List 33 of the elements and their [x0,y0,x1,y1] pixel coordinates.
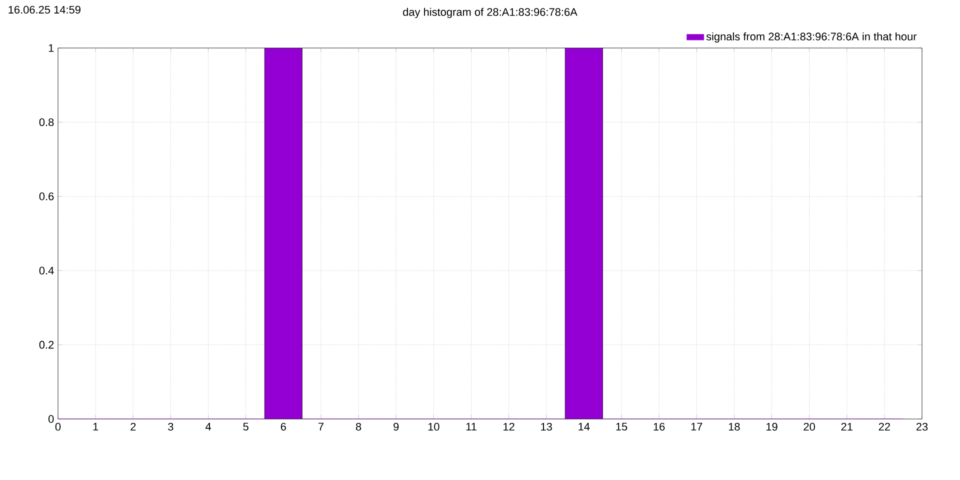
x-tick-label: 22 [878,422,890,431]
x-tick-label: 3 [168,422,174,431]
text: 16.06.25 14:59 [8,6,80,14]
x-tick-label: 16 [654,422,665,431]
x-tick-label: 14 [578,422,590,430]
x-tick-label: 12 [504,422,514,431]
x-tick-label: 19 [766,422,778,431]
x-tick-label: 21 [841,422,852,431]
y-tick-label: 0.2 [39,340,54,349]
x-tick-label: 5 [243,422,248,430]
x-tick-label: 0 [55,422,61,431]
x-tick-label: 9 [394,422,399,431]
y-tick-label: 0.6 [39,192,54,200]
x-tick-label: 6 [280,422,286,431]
x-tick-label: 18 [728,422,740,431]
chart-title: day histogram of 28:A1:83:96:78:6A [403,8,578,18]
legend-label: signals from 28:A1:83:96:78:6A in that hour [706,32,917,43]
x-tick-label: 13 [541,422,552,431]
y-tick-label: 1 [48,44,54,52]
x-tick-label: 8 [356,422,362,431]
x-tick-label: 1 [93,422,98,430]
x-tick-label: 2 [130,422,136,431]
x-tick-label: 10 [428,422,440,431]
x-tick-label: 11 [466,422,476,430]
x-tick-label: 15 [616,422,628,430]
x-tick-label: 20 [804,422,815,431]
y-tick-label: 0.8 [39,118,54,126]
x-tick-label: 4 [205,422,211,430]
x-tick-label: 23 [916,422,928,431]
y-tick-label: 0 [48,415,54,423]
x-tick-label: 17 [691,422,702,430]
y-tick-label: 0.4 [39,266,54,274]
x-tick-label: 7 [318,422,324,430]
